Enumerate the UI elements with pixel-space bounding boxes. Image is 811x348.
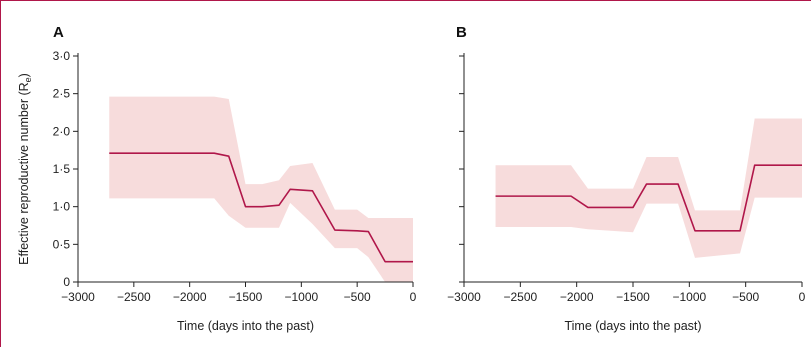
x-tick-label: −2000 [560, 290, 594, 304]
x-tick-label: −2000 [173, 290, 207, 304]
series-line [109, 152, 413, 263]
y-axis-title-subscript: e [23, 77, 33, 82]
y-axis-title-main: Effective reproductive number (R [17, 82, 31, 265]
confidence-band [495, 118, 802, 258]
x-tick-label: −2500 [503, 290, 537, 304]
x-axis-title: Time (days into the past) [177, 319, 314, 333]
y-tick-label: 0·5 [53, 237, 71, 251]
panel-label: A [53, 24, 64, 41]
y-tick-label: 2·5 [53, 87, 71, 101]
panel-b: B −3000 −2500 −2000 −1500 −1000 −500 0 Time (day… [447, 24, 806, 333]
x-tick-label: −500 [344, 290, 371, 304]
x-tick-label: 0 [410, 290, 417, 304]
y-tick-label: 1·5 [53, 162, 71, 176]
y-axis-title: Effective reproductive number (Re) [17, 73, 33, 265]
y-tick-label: 1·0 [53, 200, 71, 214]
x-tick-label: −1000 [672, 290, 706, 304]
panel-label: B [456, 24, 467, 41]
x-tick-label: −3000 [61, 290, 95, 304]
x-tick-label: −1000 [284, 290, 318, 304]
x-tick-label: 0 [799, 290, 806, 304]
series-line [495, 164, 802, 232]
y-tick-label: 0 [63, 275, 70, 289]
y-tick-label: 3·0 [53, 49, 71, 63]
x-tick-label: −1500 [616, 290, 650, 304]
confidence-band [109, 96, 414, 283]
x-tick-label: −3000 [447, 290, 481, 304]
x-tick-label: −500 [732, 290, 759, 304]
x-tick-label: −2500 [117, 290, 151, 304]
x-axis-title: Time (days into the past) [564, 319, 701, 333]
y-tick-label: 2·0 [53, 124, 71, 138]
y-axis-title-close: ) [17, 73, 31, 77]
x-tick-label: −1500 [229, 290, 263, 304]
panel-a: A 0 0·5 1·0 1·5 2·0 2·5 3·0 −3000 −2500 −2000 −1500… [17, 24, 417, 333]
